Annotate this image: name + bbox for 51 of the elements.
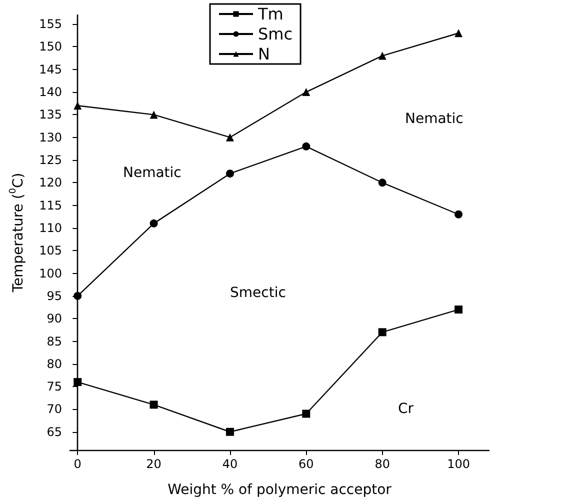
y-tick-label: 65 [46,424,62,439]
legend-label: Tm [257,4,284,24]
point [226,133,234,142]
point [150,400,158,409]
point [74,102,82,110]
x-tick-label: 80 [374,457,390,471]
point [150,219,158,228]
point [378,178,386,187]
point [226,170,234,178]
point [454,210,463,218]
annotation: Nematic [405,111,464,127]
y-tick-label: 135 [39,108,62,122]
point [74,378,82,386]
x-axis-title: Weight % of polymeric acceptor [168,482,392,498]
y-tick-label: 80 [46,356,62,371]
annotation: Cr [398,401,414,417]
y-tick-label: 95 [46,288,62,303]
x-tick-label: 40 [222,457,238,471]
x-tick-label: 100 [447,457,470,471]
y-axis-title: Temperature (0C) [8,172,26,294]
y-tick-label: 115 [39,198,62,212]
y-tick-label: 150 [39,40,62,54]
y-tick-label: 70 [46,402,62,416]
point [150,110,158,119]
y-tick-label: 125 [39,153,62,167]
y-tick-label: 105 [39,244,62,258]
legend-label: Smc [258,24,293,44]
y-tick-label: 110 [39,220,62,235]
y-tick-label: 130 [39,130,62,144]
x-tick-label: 60 [298,457,314,471]
y-tick-label: 85 [46,334,62,348]
point [454,306,463,314]
y-tick-label: 155 [39,17,62,32]
point [378,328,386,336]
legend-label: N [258,44,270,64]
y-tick-label: 75 [46,380,62,394]
x-tick-label: 0 [74,457,82,471]
y-tick-label: 140 [39,85,62,100]
x-tick-label: 20 [146,457,162,471]
y-tick-label: 100 [39,266,62,280]
annotation: Smectic [230,285,286,301]
y-tick-label: 90 [46,312,62,326]
point [226,428,234,436]
y-tick-label: 145 [39,62,62,76]
point [302,142,310,150]
y-tick-label: 120 [39,176,62,190]
point [302,410,310,418]
point [378,52,386,60]
point [454,29,463,38]
point [302,88,310,96]
annotation: Nematic [123,165,182,181]
